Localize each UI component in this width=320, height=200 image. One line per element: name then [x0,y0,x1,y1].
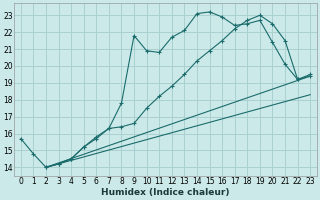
X-axis label: Humidex (Indice chaleur): Humidex (Indice chaleur) [101,188,230,197]
